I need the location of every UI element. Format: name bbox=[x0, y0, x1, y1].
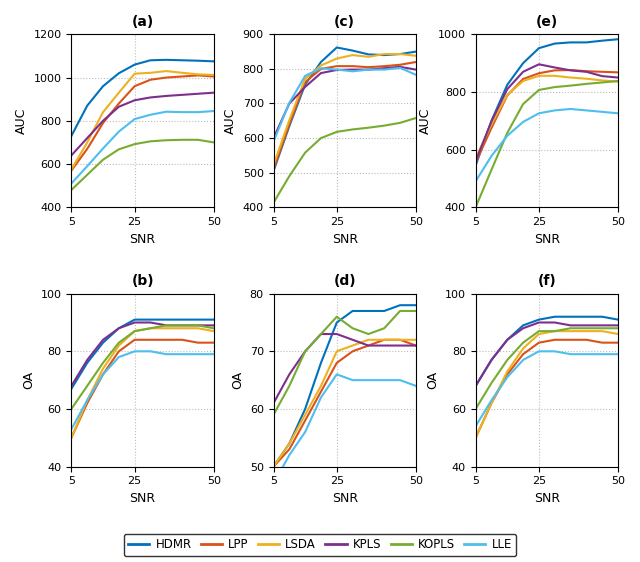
X-axis label: SNR: SNR bbox=[534, 492, 560, 505]
Title: (e): (e) bbox=[536, 15, 558, 29]
Title: (f): (f) bbox=[538, 274, 556, 288]
X-axis label: SNR: SNR bbox=[332, 233, 358, 246]
X-axis label: SNR: SNR bbox=[129, 233, 156, 246]
Y-axis label: AUC: AUC bbox=[15, 107, 28, 134]
Title: (d): (d) bbox=[333, 274, 356, 288]
Y-axis label: AUC: AUC bbox=[419, 107, 433, 134]
Y-axis label: OA: OA bbox=[22, 371, 35, 389]
X-axis label: SNR: SNR bbox=[534, 233, 560, 246]
Y-axis label: OA: OA bbox=[231, 371, 244, 389]
Title: (b): (b) bbox=[131, 274, 154, 288]
X-axis label: SNR: SNR bbox=[332, 492, 358, 505]
Title: (a): (a) bbox=[131, 15, 154, 29]
Title: (c): (c) bbox=[334, 15, 355, 29]
Y-axis label: AUC: AUC bbox=[224, 107, 237, 134]
Legend: HDMR, LPP, LSDA, KPLS, KOPLS, LLE: HDMR, LPP, LSDA, KPLS, KOPLS, LLE bbox=[124, 534, 516, 556]
X-axis label: SNR: SNR bbox=[129, 492, 156, 505]
Y-axis label: OA: OA bbox=[426, 371, 440, 389]
